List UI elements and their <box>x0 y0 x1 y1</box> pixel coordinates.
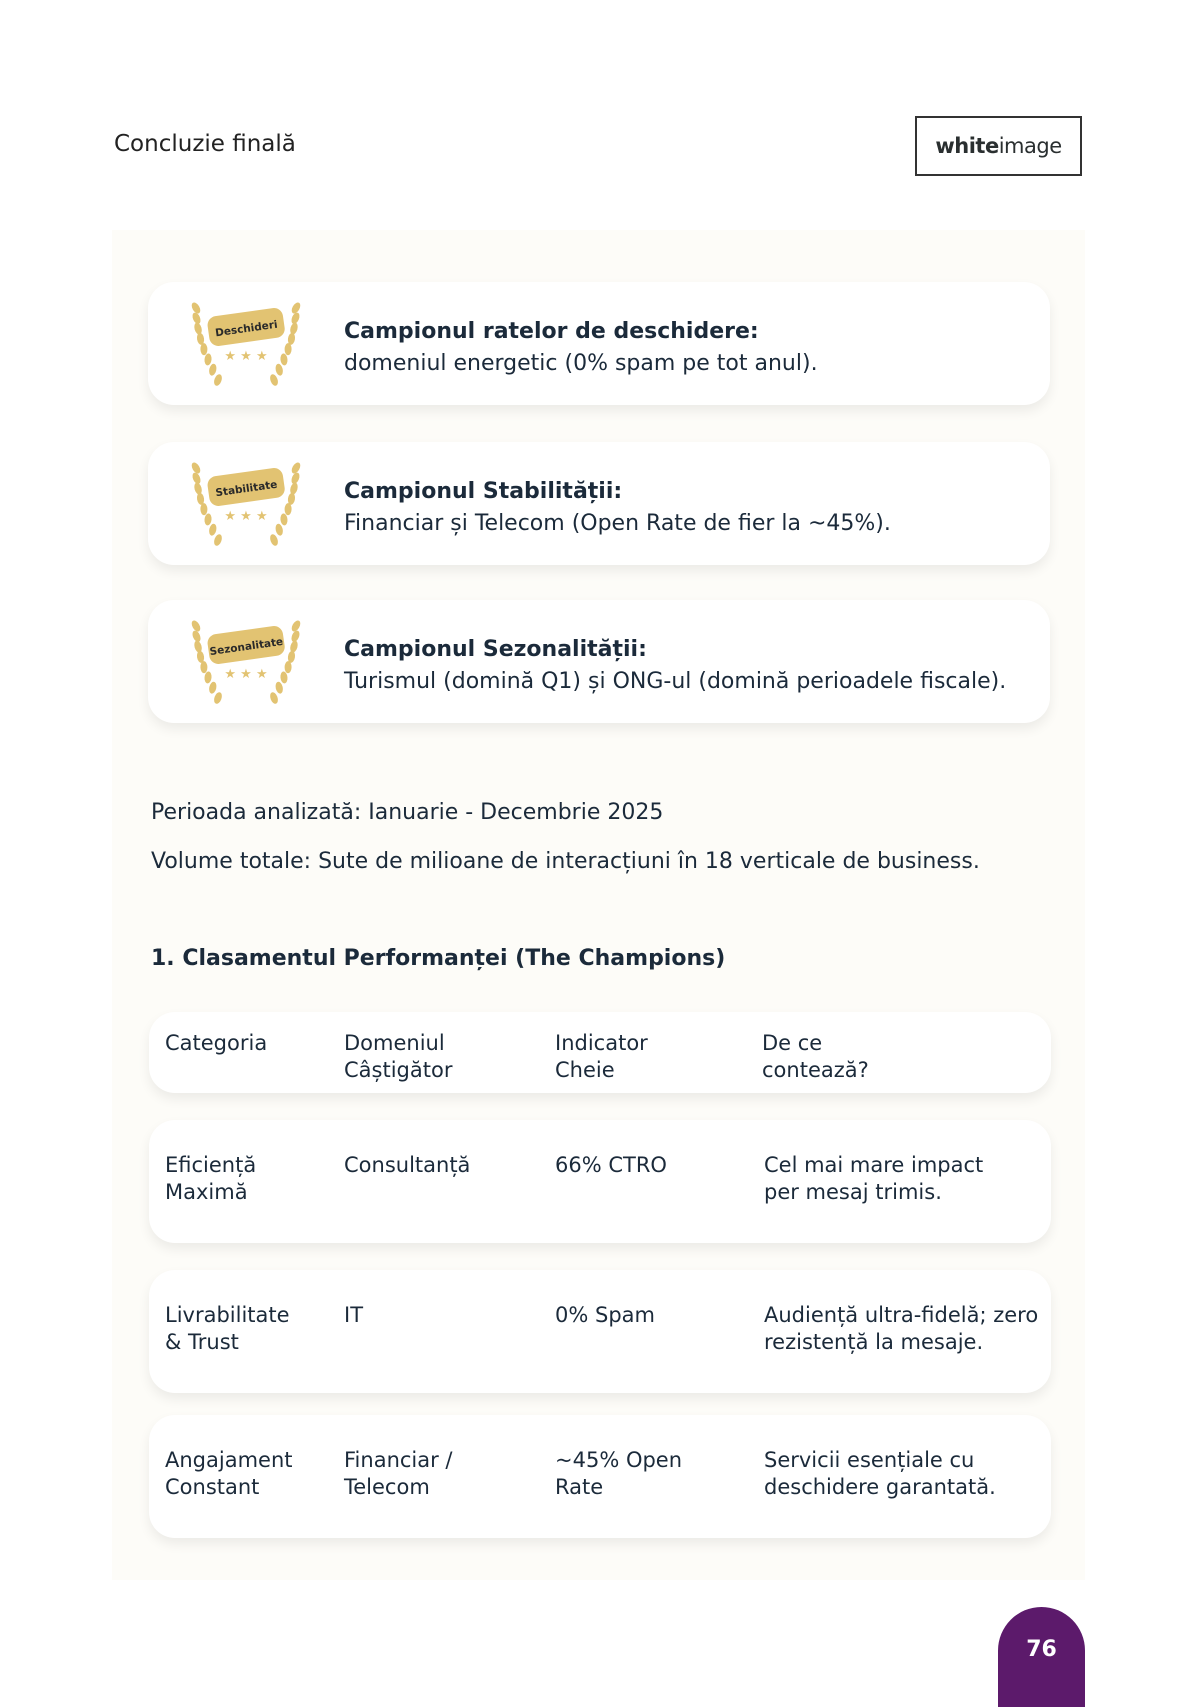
svg-text:★ ★ ★: ★ ★ ★ <box>224 667 267 682</box>
card-text: Turismul (domină Q1) și ONG-ul (domină p… <box>344 669 1007 694</box>
table-cell: Financiar / Telecom <box>344 1448 453 1499</box>
card-text: Financiar și Telecom (Open Rate de fier … <box>344 511 891 536</box>
page-header-title: Concluzie finală <box>114 131 296 157</box>
table-cell: Cel mai mare impact per mesaj trimis. <box>764 1153 984 1204</box>
table-cell: 0% Spam <box>555 1303 655 1327</box>
table-row: Livrabilitate & Trust IT 0% Spam Audiență u… <box>149 1270 1051 1393</box>
table-header-row: Categoria Domeniul Câștigător Indicator Ch… <box>149 1012 1051 1093</box>
table-cell: Consultanță <box>344 1153 471 1177</box>
page-number: 76 <box>998 1607 1085 1707</box>
card-title: Campionul ratelor de deschidere: <box>344 319 759 344</box>
card-text: domeniul energetic (0% spam pe tot anul)… <box>344 351 818 376</box>
laurel-badge-icon: Sezonalitate ★ ★ ★ <box>186 616 306 706</box>
table-cell: Categoria <box>165 1031 268 1055</box>
section-heading: 1. Clasamentul Performanței (The Champio… <box>151 946 726 971</box>
champion-card: Sezonalitate ★ ★ ★ Campionul Sezonalităț… <box>148 600 1050 723</box>
table-cell: Audiență ultra-fidelă; zero rezistență l… <box>764 1303 1039 1354</box>
volume-text: Volume totale: Sute de milioane de inter… <box>151 849 980 874</box>
champion-card: Stabilitate ★ ★ ★ Campionul Stabilității… <box>148 442 1050 565</box>
table-row: Eficiență Maximă Consultanță 66% CTRO Cel m… <box>149 1120 1051 1243</box>
champion-card: Deschideri ★ ★ ★ Campionul ratelor de de… <box>148 282 1050 405</box>
card-title: Campionul Stabilității: <box>344 479 623 504</box>
period-text: Perioada analizată: Ianuarie - Decembrie… <box>151 800 664 825</box>
laurel-badge-icon: Deschideri ★ ★ ★ <box>186 298 306 388</box>
table-row: Angajament Constant Financiar / Telecom ~4… <box>149 1415 1051 1538</box>
whiteimage-logo: white image <box>915 116 1082 176</box>
table-cell: 66% CTRO <box>555 1153 667 1177</box>
table-cell: Angajament Constant <box>165 1448 293 1499</box>
card-title: Campionul Sezonalității: <box>344 637 647 662</box>
table-cell: De ce contează? <box>762 1031 869 1082</box>
logo-light: image <box>998 134 1062 158</box>
laurel-badge-icon: Stabilitate ★ ★ ★ <box>186 458 306 548</box>
table-cell: Indicator Cheie <box>555 1031 648 1082</box>
table-cell: IT <box>344 1303 364 1327</box>
table-cell: Eficiență Maximă <box>165 1153 257 1204</box>
svg-text:★ ★ ★: ★ ★ ★ <box>224 349 267 364</box>
svg-text:★ ★ ★: ★ ★ ★ <box>224 509 267 524</box>
logo-bold: white <box>935 134 999 158</box>
table-cell: Servicii esențiale cu deschidere garanta… <box>764 1448 996 1499</box>
table-cell: ~45% Open Rate <box>555 1448 683 1499</box>
table-cell: Domeniul Câștigător <box>344 1031 453 1082</box>
table-cell: Livrabilitate & Trust <box>165 1303 290 1354</box>
